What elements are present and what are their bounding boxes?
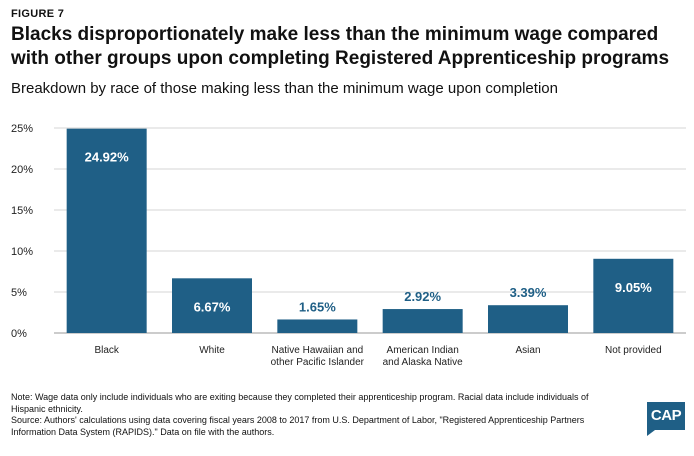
bar [593,258,674,333]
data-label: 2.92% [404,289,441,304]
source-text: Source: Authors' calculations using data… [11,415,585,437]
y-tick-label: 0% [11,328,27,340]
x-tick-label: Black [94,345,119,356]
bar [382,309,463,333]
data-label: 24.92% [85,150,130,165]
y-tick-label: 25% [11,123,33,135]
bar [488,305,568,333]
y-tick-label: 15% [11,205,33,217]
data-label: 9.05% [615,280,652,295]
data-label: 3.39% [510,285,547,300]
logo-text: CAP [650,407,682,424]
y-tick-label: 20% [11,164,33,176]
y-tick-label: 10% [11,246,33,258]
chart-subtitle: Breakdown by race of those making less t… [11,80,558,97]
x-tick-label: and Alaska Native [383,357,463,368]
chart-title: Blacks disproportionately make less than… [11,24,670,69]
chart-notes: Note: Wage data only include individuals… [11,392,621,438]
bar [172,278,252,333]
x-tick-label: American Indian [387,345,459,356]
data-label: 6.67% [194,299,231,314]
bar-chart: 0% 5% 10% 15% 20% 25% 24.92% Black 6.67% White 1.6… [11,123,686,368]
bar [277,319,358,333]
logo-tail [647,430,655,436]
x-tick-label: White [199,345,225,356]
data-label: 1.65% [299,299,336,314]
x-tick-label: other Pacific Islander [271,357,365,368]
x-tick-label: Native Hawaiian and [271,345,363,356]
x-tick-label: Not provided [605,345,662,356]
figure-label: FIGURE 7 [11,8,65,20]
cap-logo: CAP [647,402,685,436]
bar [66,128,147,333]
note-text: Note: Wage data only include individuals… [11,392,589,414]
x-tick-label: Asian [515,345,540,356]
y-tick-label: 5% [11,287,27,299]
